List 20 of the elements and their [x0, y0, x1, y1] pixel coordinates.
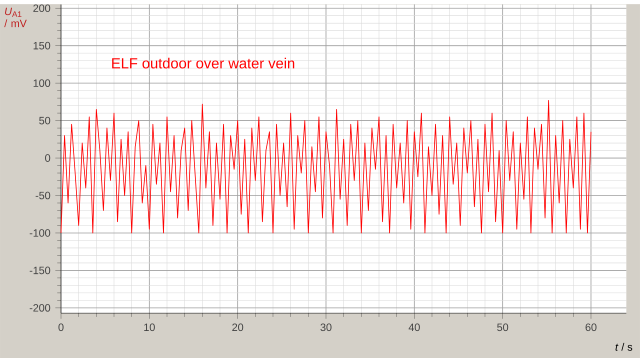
y-tick-label: -200	[30, 304, 50, 312]
y-tick-label: 200	[33, 4, 50, 12]
x-tick-label: 60	[586, 323, 597, 332]
annotation: ELF outdoor over water vein	[112, 58, 294, 68]
x-tick-label: 30	[320, 323, 332, 332]
y-tick-label: -100	[30, 229, 50, 237]
y-tick-label: 100	[34, 79, 50, 87]
y-tick-label: 150	[34, 42, 50, 50]
x-tick-label: 0	[58, 323, 64, 332]
x-tick-label: 50	[497, 323, 508, 332]
y-tick-label: 50	[39, 116, 50, 124]
y-tick-label: -50	[36, 192, 50, 200]
y-tick-label: 0	[45, 154, 50, 162]
x-axis-title: t / s	[616, 342, 632, 351]
y-axis-title: U$_{A1}$ / mV	[4, 8, 27, 28]
x-tick-label: 40	[408, 323, 420, 332]
line-series	[60, 100, 592, 234]
x-tick-label: 10	[144, 323, 155, 332]
x-tick-label: 20	[232, 323, 244, 332]
y-tick-label: -150	[30, 266, 50, 274]
